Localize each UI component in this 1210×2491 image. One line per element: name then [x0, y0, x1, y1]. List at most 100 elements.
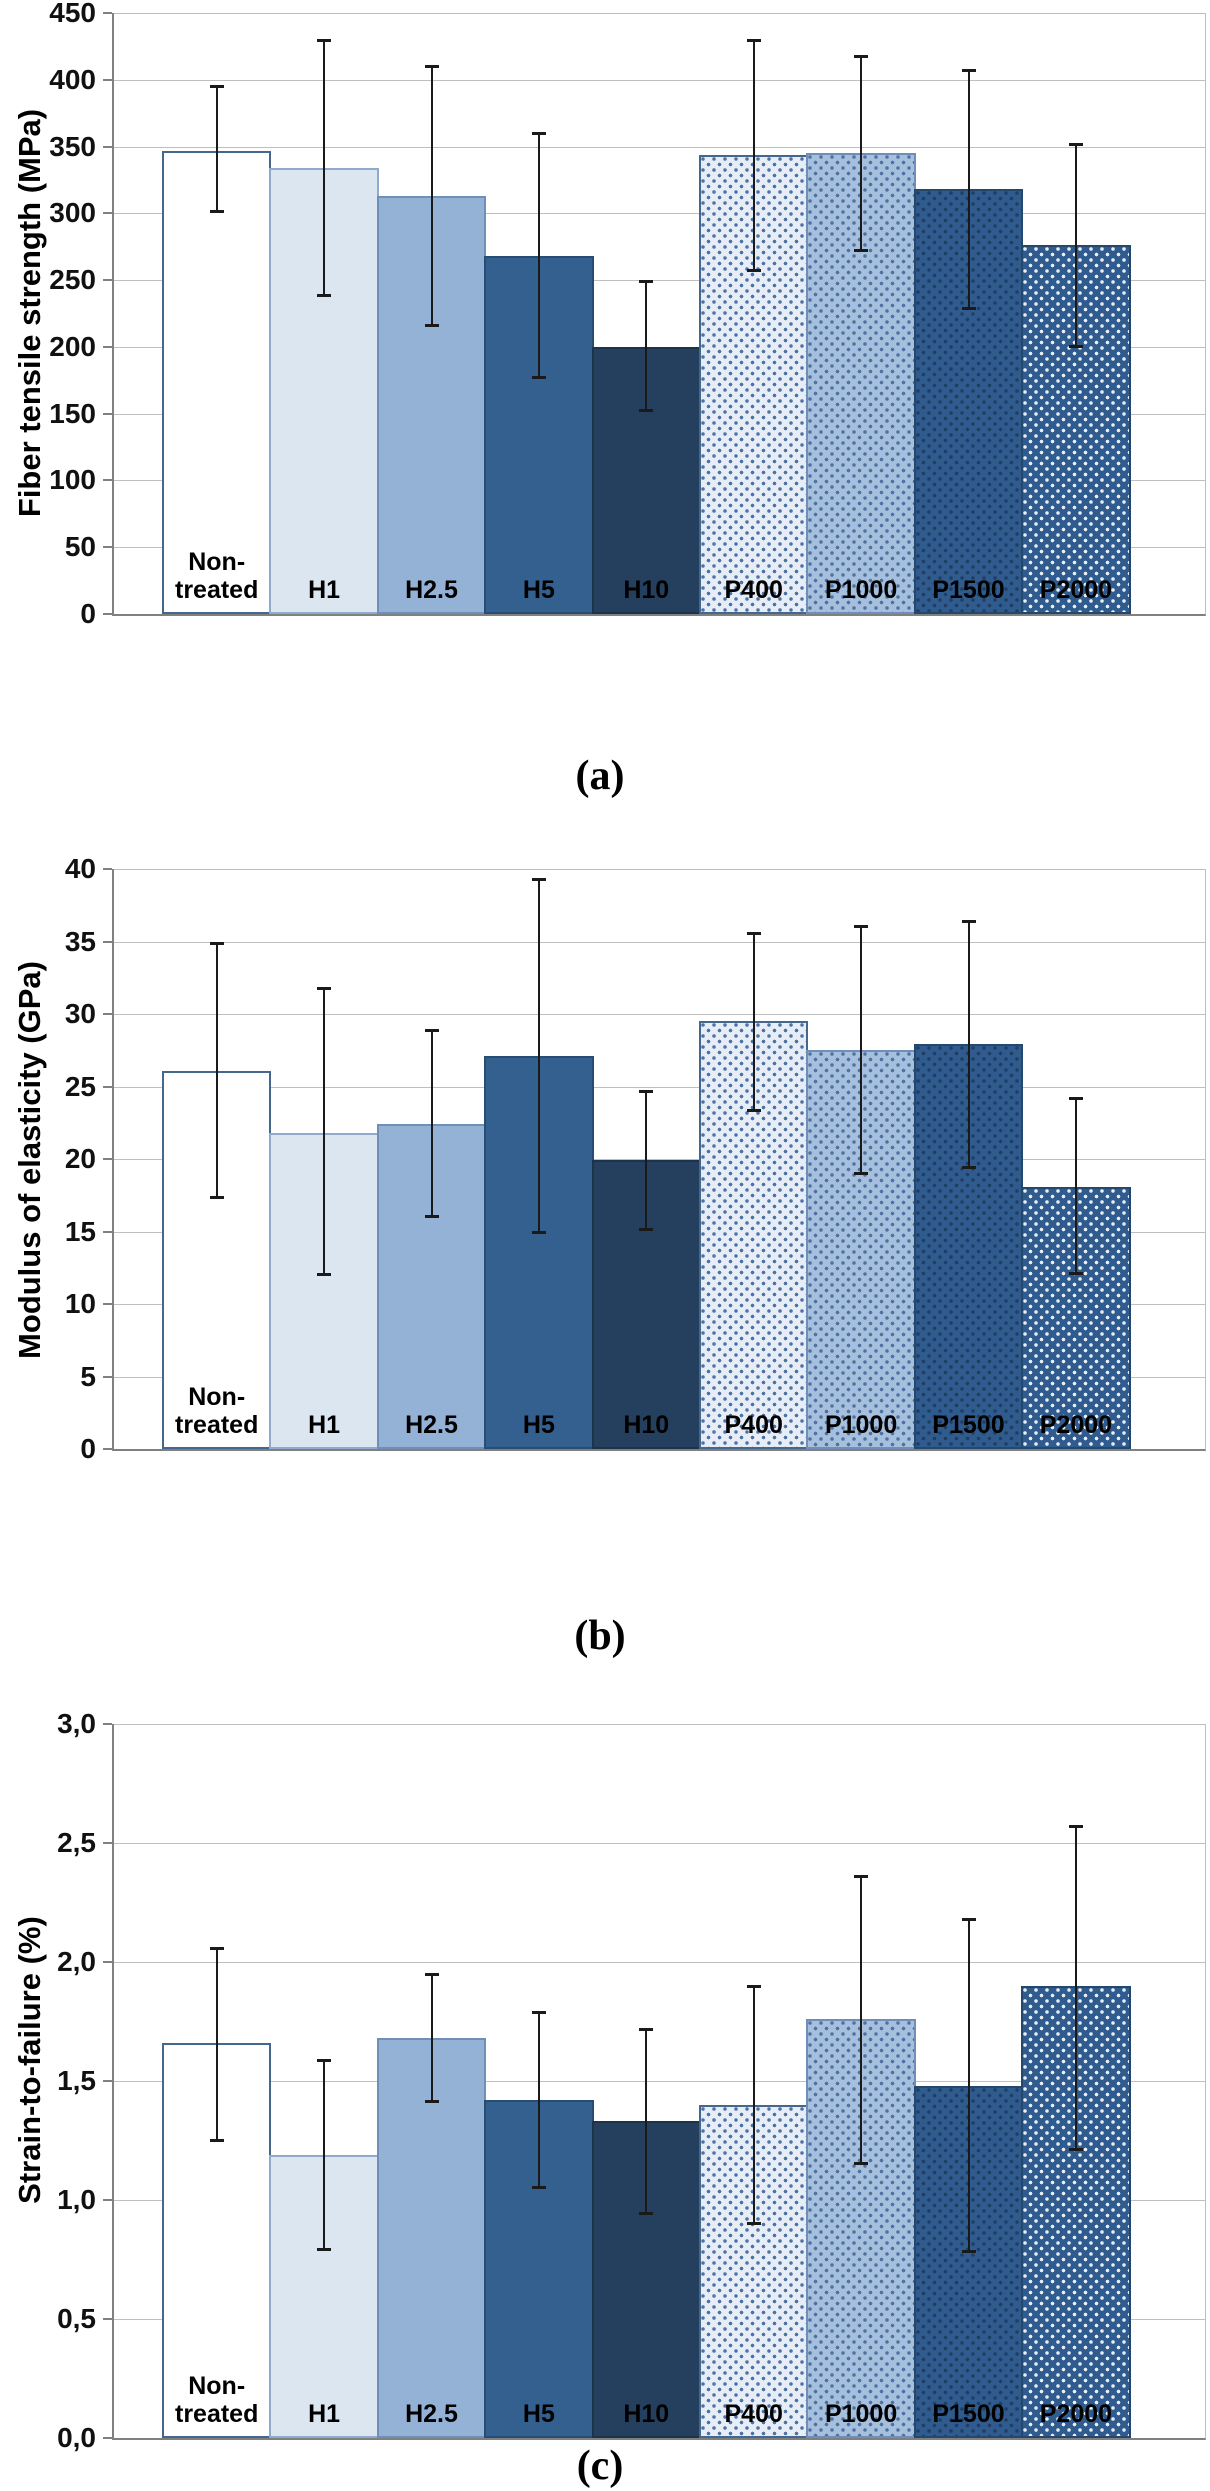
error-bar: [430, 1029, 433, 1217]
error-bar: [967, 70, 970, 310]
y-tick-label: 2,0: [57, 1946, 96, 1977]
error-bar-cap-bottom: [639, 1228, 654, 1232]
y-tick-label: 400: [49, 63, 96, 95]
error-bar-cap-bottom: [424, 2100, 439, 2104]
error-bar-cap-top: [961, 69, 976, 73]
bar-label: H5: [522, 576, 555, 604]
plot-area-b: 40 35 30 25 20 15 10 5 0 Non- treated H1 H2.5 H5 H10 P…: [65, 853, 1206, 1464]
bar-label: P2000: [1039, 1411, 1113, 1439]
error-bar-cap-top: [424, 65, 439, 69]
gridline: [114, 280, 1205, 282]
bar-label: Non- treated: [175, 548, 259, 604]
gridline: [114, 2081, 1205, 2082]
caption-a: (a): [575, 753, 625, 799]
gridline: [114, 213, 1205, 215]
error-bar: [1074, 143, 1077, 347]
y-tick-label: 1,0: [57, 2184, 96, 2215]
plot-area-c: 3,0 2,5 2,0 1,5 1,0 0,5 0,0 Non- treated H1 H2.5 H…: [57, 1708, 1206, 2453]
y-tick-mark: [103, 2080, 112, 2082]
y-tick-mark: [103, 940, 112, 943]
error-bar-cap-bottom: [209, 1196, 224, 1200]
error-bar: [1074, 1098, 1077, 1274]
y-tick-mark: [103, 279, 112, 282]
y-tick-label: 10: [64, 1288, 96, 1319]
bar: Non- treated: [162, 1070, 272, 1449]
error-bar-cap-top: [1068, 1825, 1083, 1829]
error-bar: [430, 66, 433, 326]
y-tick-mark: [103, 78, 112, 81]
error-bar-cap-bottom: [209, 209, 224, 213]
error-bar: [860, 55, 863, 251]
y-tick-label: 0,0: [57, 2422, 96, 2453]
bar-label: H5: [522, 1411, 555, 1439]
y-tick-label: 35: [64, 925, 96, 957]
bar: P2000: [1021, 1186, 1131, 1449]
error-bar: [215, 86, 218, 212]
error-bar: [967, 921, 970, 1168]
error-bar-cap-top: [317, 986, 332, 990]
bar-label: P1500: [932, 1411, 1005, 1439]
bar: H2.5: [376, 2038, 487, 2438]
error-bar-cap-bottom: [317, 294, 332, 298]
error-bar-cap-top: [424, 1028, 439, 1032]
y-tick-mark: [103, 1013, 112, 1015]
error-bar-cap-top: [209, 85, 224, 89]
bar-label: H10: [623, 576, 670, 604]
error-bar-cap-bottom: [317, 2247, 332, 2251]
gridline: [114, 1086, 1205, 1088]
y-tick-mark: [103, 1158, 112, 1160]
gridline: [114, 1962, 1205, 1963]
bar-label: Non- treated: [175, 1383, 259, 1439]
y-tick-label: 20: [64, 1143, 96, 1174]
error-bar-cap-bottom: [961, 2250, 976, 2254]
error-bar-cap-bottom: [639, 408, 654, 412]
y-tick-mark: [103, 546, 112, 549]
y-axis-title-a: Fiber tensile strength (MPa): [12, 108, 47, 518]
y-tick-mark: [103, 2318, 112, 2320]
error-bar: [967, 1919, 970, 2253]
y-tick-mark: [103, 1303, 112, 1305]
error-bar: [645, 281, 648, 411]
y-tick-mark: [103, 1085, 112, 1088]
y-tick-label: 40: [64, 853, 96, 884]
error-bar-cap-top: [854, 54, 869, 58]
error-bar-cap-bottom: [317, 1273, 332, 1276]
y-tick-label: 30: [64, 998, 96, 1029]
y-tick-label: 0: [80, 598, 96, 629]
bar-label: P1500: [932, 576, 1005, 604]
error-bar-cap-top: [746, 931, 761, 935]
error-bar: [323, 39, 326, 297]
gridline: [114, 1159, 1205, 1160]
bar-label: P1000: [824, 576, 898, 604]
error-bar-cap-bottom: [854, 1171, 869, 1175]
y-tick-label: 350: [49, 130, 96, 162]
gridline: [114, 1724, 1205, 1725]
y-tick-label: 2,5: [57, 1827, 96, 1858]
bar-label: H2.5: [405, 2400, 458, 2428]
y-tick-mark: [103, 479, 112, 482]
error-bar: [537, 133, 540, 378]
y-tick-mark: [103, 613, 112, 615]
y-tick-mark: [103, 2437, 112, 2439]
error-bar-cap-top: [531, 2010, 546, 2014]
bar-label: Non- treated: [175, 2372, 259, 2428]
bar-label: H1: [308, 576, 341, 604]
caption-b: (b): [574, 1613, 626, 1659]
y-tick-mark: [103, 1842, 112, 1844]
error-bar: [752, 932, 755, 1112]
bar-label: P1000: [824, 1411, 898, 1439]
error-bar: [860, 1876, 863, 2165]
y-tick-mark: [103, 1230, 112, 1233]
error-bar: [430, 1973, 433, 2103]
gridline: [114, 79, 1205, 81]
error-bar: [323, 2059, 326, 2250]
error-bar-cap-top: [209, 1946, 224, 1950]
y-tick-label: 50: [64, 531, 96, 563]
y-tick-mark: [103, 1448, 112, 1450]
error-bar-cap-bottom: [746, 268, 761, 272]
error-bar-cap-top: [424, 1972, 439, 1976]
error-bar-cap-top: [854, 1875, 869, 1879]
y-tick-label: 250: [49, 264, 96, 296]
y-tick-label: 3,0: [57, 1708, 96, 1739]
